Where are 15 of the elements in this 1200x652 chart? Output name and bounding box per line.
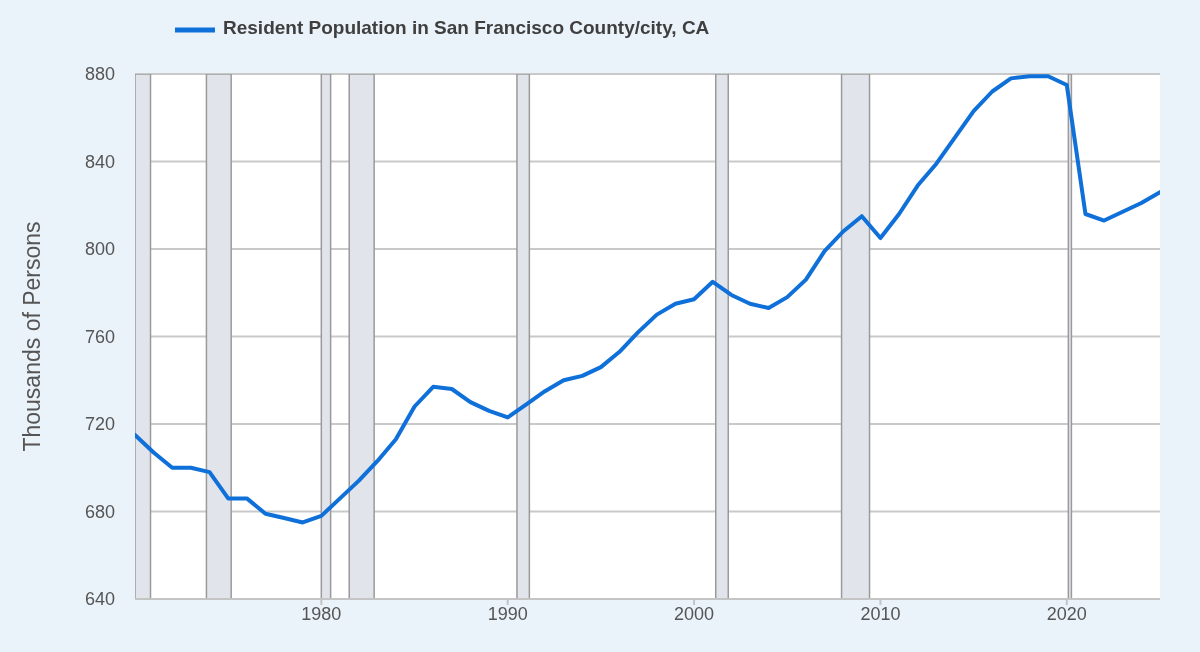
y-tick-label: 760 [84,326,115,347]
y-tick-label: 840 [84,151,115,172]
line-series [135,74,1160,525]
y-tick-label: 800 [84,239,115,260]
x-tick-label: 1980 [301,603,342,624]
y-tick-label: 640 [84,589,115,610]
y-tick-label: 880 [84,64,115,85]
legend-label: Resident Population in San Francisco County/city, CA [223,17,710,39]
x-tick-label: 2010 [860,603,901,624]
x-tick-label: 2020 [1046,603,1087,624]
y-tick-label: 720 [84,414,115,435]
y-tick-label: 680 [84,501,115,522]
y-axis-title: Thousands of Persons [19,221,46,452]
x-tick-label: 1990 [487,603,528,624]
x-tick-label: 2000 [674,603,715,624]
